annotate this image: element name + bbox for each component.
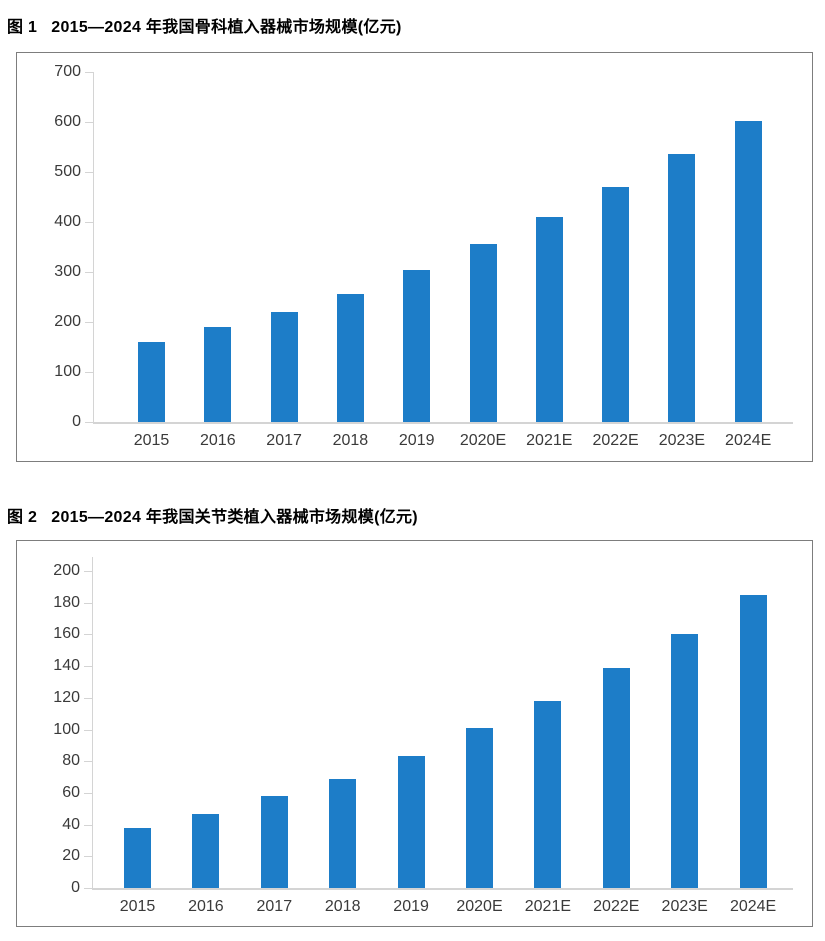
y-axis-tick-label: 0	[71, 879, 80, 896]
y-tick-mark	[84, 729, 92, 731]
bar	[329, 778, 357, 888]
y-tick-mark	[84, 824, 92, 826]
x-axis-tick-label: 2021E	[524, 898, 572, 915]
bar	[739, 594, 767, 888]
y-axis-tick-label: 140	[53, 657, 80, 675]
bar	[336, 293, 364, 422]
bar	[124, 827, 151, 888]
bar	[270, 311, 298, 422]
x-axis-line	[93, 422, 793, 424]
x-axis-tick-label: 2024E	[725, 432, 772, 449]
x-axis-tick-label: 2024E	[729, 898, 777, 915]
y-tick-mark	[85, 422, 93, 423]
y-tick-mark	[84, 888, 92, 889]
figure1-label: 图 1	[7, 19, 38, 36]
figure1-chart-panel: 0 100 200 300 400 500 600 700 2015 2016 2017 2018 20…	[16, 52, 813, 462]
y-tick-mark	[84, 792, 92, 794]
y-tick-mark	[84, 571, 92, 572]
y-axis-tick-label: 20	[62, 847, 80, 865]
y-tick-mark	[85, 222, 93, 223]
bar	[534, 700, 562, 888]
bar	[734, 121, 762, 422]
x-axis-tick-label: 2018	[324, 898, 361, 915]
y-axis-tick-label: 500	[54, 163, 81, 180]
figure2-bar-chart: 0 20 40 60 80 100 120 140 160 180 200 2015 2016 2017 2…	[17, 541, 812, 926]
y-axis-line	[92, 557, 93, 888]
x-axis-tick-label: 2023E	[661, 898, 708, 915]
figure1-title: 图 1 2015—2024 年我国骨科植入器械市场规模(亿元)	[7, 13, 402, 37]
x-axis-tick-label: 2017	[256, 898, 293, 915]
y-tick-mark	[85, 272, 93, 273]
y-tick-mark	[85, 72, 93, 73]
x-axis-tick-label: 2015	[119, 898, 156, 915]
y-axis-tick-label: 0	[72, 413, 81, 430]
y-axis-tick-label: 400	[54, 213, 81, 230]
x-axis-tick-label: 2018	[332, 432, 369, 449]
bar	[602, 186, 630, 422]
y-axis-tick-label: 100	[54, 363, 81, 380]
bar	[138, 342, 165, 422]
y-axis-line	[93, 72, 94, 422]
y-tick-mark	[84, 666, 92, 668]
bar	[466, 727, 493, 888]
figure2-title: 图 2 2015—2024 年我国关节类植入器械市场规模(亿元)	[7, 503, 418, 527]
x-axis-line	[92, 888, 793, 890]
y-tick-mark	[84, 856, 92, 858]
y-axis-tick-label: 60	[62, 783, 80, 801]
y-tick-mark	[85, 372, 93, 373]
x-axis-tick-label: 2017	[266, 432, 302, 449]
x-axis-tick-label: 2020E	[459, 432, 507, 449]
bar	[204, 327, 232, 422]
figure2-label: 图 2	[7, 509, 38, 526]
x-axis-tick-label: 2023E	[658, 432, 706, 449]
x-axis-tick-label: 2021E	[526, 432, 573, 449]
bar	[668, 153, 696, 422]
x-axis-tick-label: 2022E	[593, 898, 640, 915]
bar	[671, 634, 699, 888]
bar	[602, 667, 630, 888]
figure2-title-text: 2015—2024 年我国关节类植入器械市场规模(亿元)	[51, 509, 418, 526]
figure1-title-text: 2015—2024 年我国骨科植入器械市场规模(亿元)	[51, 19, 402, 36]
bar	[192, 813, 220, 888]
bar	[397, 756, 425, 888]
y-axis-tick-label: 160	[53, 625, 80, 643]
bar	[469, 243, 497, 422]
y-axis-tick-label: 80	[62, 752, 80, 770]
figure1-bar-chart: 0 100 200 300 400 500 600 700 2015 2016 2017 2018 20…	[17, 53, 812, 461]
y-axis-tick-label: 40	[62, 815, 80, 833]
y-axis-tick-label: 600	[54, 113, 81, 130]
x-axis-tick-label: 2016	[188, 898, 224, 915]
y-tick-mark	[84, 761, 92, 763]
x-axis-tick-label: 2015	[133, 432, 170, 449]
y-axis-tick-label: 200	[53, 562, 80, 579]
x-axis-tick-label: 2020E	[456, 898, 503, 915]
figure2-chart-panel: 0 20 40 60 80 100 120 140 160 180 200 2015 2016 2017 2…	[16, 540, 813, 927]
y-axis-tick-label: 200	[54, 313, 81, 330]
x-axis-tick-label: 2022E	[592, 432, 639, 449]
bar	[535, 217, 563, 422]
x-axis-tick-label: 2016	[200, 432, 236, 449]
y-tick-mark	[85, 322, 93, 323]
x-axis-tick-label: 2019	[393, 898, 429, 915]
y-axis-tick-label: 100	[53, 720, 80, 738]
y-tick-mark	[85, 122, 93, 123]
bar	[403, 270, 431, 422]
x-axis-tick-label: 2019	[398, 432, 435, 449]
y-tick-mark	[84, 697, 92, 699]
y-tick-mark	[84, 602, 92, 604]
y-axis-tick-label: 300	[54, 263, 81, 280]
y-tick-mark	[85, 172, 93, 173]
y-axis-tick-label: 700	[54, 63, 81, 80]
bar	[260, 796, 288, 888]
y-tick-mark	[84, 634, 92, 636]
y-axis-tick-label: 180	[53, 593, 80, 611]
y-axis-tick-label: 120	[53, 688, 80, 706]
